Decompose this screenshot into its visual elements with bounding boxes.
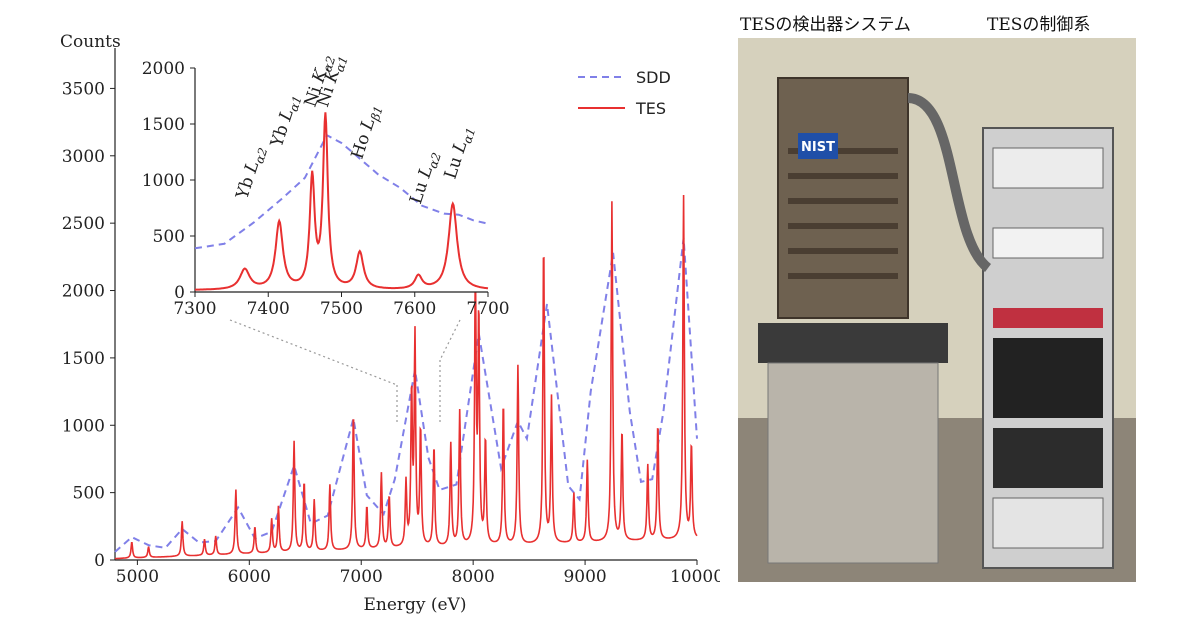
sdd-series-line [114, 237, 698, 553]
tes-system-photo: NIST [738, 38, 1136, 582]
main-y-tick-label: 0 [94, 551, 105, 571]
photo-caption-detector: TESの検出器システム [740, 15, 911, 35]
main-plot-area: 5000 6000 7000 8000 9000 10000050010001500200… [62, 48, 720, 587]
inset-x-tick-label: 7300 [173, 299, 216, 319]
x-axis-title: Energy (eV) [363, 595, 466, 615]
legend-sdd-label: SDD [636, 68, 671, 87]
inset-y-tick-label: 1500 [142, 115, 185, 135]
photo-illustration: NIST [738, 38, 1136, 582]
inset-y-tick-label: 500 [153, 227, 185, 247]
main-x-tick-label: 9000 [563, 567, 606, 587]
inset-x-tick-label: 7400 [247, 299, 290, 319]
inset-y-tick-label: 0 [174, 283, 185, 303]
zoom-connector-left [229, 319, 398, 386]
spectrum-chart: 5000 6000 7000 8000 9000 10000050010001500200… [60, 32, 720, 615]
main-y-tick-label: 1000 [62, 416, 105, 436]
peak-label: Lu Lα2 [406, 148, 444, 207]
main-y-tick-label: 2500 [62, 214, 105, 234]
inset-x-tick-label: 7700 [466, 299, 509, 319]
nist-badge-text: NIST [801, 140, 835, 155]
inset-x-tick-label: 7500 [320, 299, 363, 319]
main-x-tick-label: 10000 [670, 567, 720, 587]
stand [767, 362, 939, 564]
y-axis-title: Counts [60, 32, 121, 52]
main-y-tick-label: 1500 [62, 349, 105, 369]
main-y-tick-label: 500 [73, 484, 105, 504]
main-x-tick-label: 5000 [116, 567, 159, 587]
main-y-tick-label: 3500 [62, 79, 105, 99]
main-x-tick-label: 6000 [228, 567, 271, 587]
tes-series-line [114, 194, 698, 560]
main-y-tick-label: 3000 [62, 147, 105, 167]
nist-badge [798, 133, 838, 159]
legend: SDD TES [578, 68, 671, 118]
inset-y-tick-label: 1000 [142, 171, 185, 191]
main-x-tick-label: 8000 [452, 567, 495, 587]
optical-table [758, 323, 948, 363]
legend-tes-label: TES [635, 99, 666, 118]
inset-background [195, 68, 488, 292]
photo-caption-control: TESの制御系 [987, 15, 1091, 35]
main-x-tick-label: 7000 [340, 567, 383, 587]
main-y-tick-label: 2000 [62, 282, 105, 302]
inset-x-tick-label: 7600 [393, 299, 436, 319]
inset-tes-series-line [195, 112, 489, 291]
inset-y-tick-label: 2000 [142, 59, 185, 79]
zoom-connector-right [439, 319, 461, 361]
inset-sdd-series-line [194, 133, 489, 250]
